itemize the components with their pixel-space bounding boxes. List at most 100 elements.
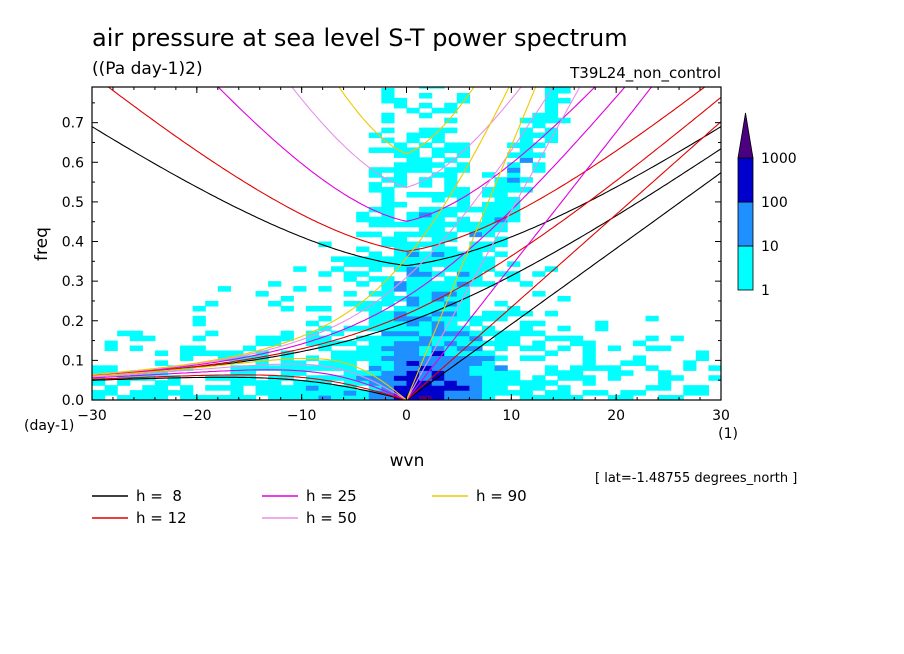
heatmap-cell xyxy=(242,380,257,386)
heatmap-cell xyxy=(343,271,357,277)
heatmap-cell xyxy=(494,365,508,371)
dispersion-curve-h90 xyxy=(405,87,537,400)
y-tick-label: 0.0 xyxy=(62,393,84,409)
chart-subtitle: ((Pa day-1)2) xyxy=(92,59,203,79)
heatmap-cell xyxy=(469,350,483,357)
heatmap-cell xyxy=(381,261,395,267)
heatmap-cell xyxy=(620,360,634,366)
colorbar-segment xyxy=(737,157,754,203)
heatmap-cell xyxy=(456,147,470,153)
heatmap-cell xyxy=(481,315,496,322)
heatmap-cell xyxy=(356,325,370,332)
heatmap-cell xyxy=(444,231,458,238)
heatmap-cell xyxy=(481,395,496,400)
heatmap-cell xyxy=(481,206,496,213)
heatmap-cell xyxy=(444,221,458,228)
heatmap-cell xyxy=(431,236,445,243)
heatmap-cell xyxy=(192,305,206,312)
heatmap-cell xyxy=(494,187,508,193)
heatmap-cell xyxy=(532,162,546,168)
heatmap-cell xyxy=(494,206,508,213)
heatmap-cell xyxy=(481,281,496,287)
heatmap-cell xyxy=(104,385,118,391)
heatmap-cell xyxy=(419,385,433,391)
heatmap-cell xyxy=(469,241,483,248)
heatmap-cell xyxy=(695,350,710,357)
heatmap-cell xyxy=(393,325,408,332)
heatmap-cell xyxy=(557,370,571,376)
heatmap-cell xyxy=(230,385,244,391)
heatmap-cell xyxy=(368,276,382,282)
heatmap-cell xyxy=(444,380,458,386)
heatmap-cell xyxy=(356,305,370,312)
heatmap-cell xyxy=(393,335,408,342)
heatmap-cell xyxy=(129,335,143,342)
heatmap-cell xyxy=(469,380,483,386)
heatmap-cell xyxy=(406,395,420,400)
heatmap-cell xyxy=(494,300,508,307)
heatmap-cell xyxy=(570,370,584,376)
heatmap-cell xyxy=(632,360,647,366)
heatmap-cell xyxy=(268,300,282,307)
heatmap-cell xyxy=(154,380,169,386)
heatmap-cell xyxy=(431,191,445,198)
heatmap-cell xyxy=(532,380,546,386)
heatmap-cell xyxy=(670,395,684,400)
heatmap-cell xyxy=(180,345,194,352)
heatmap-cell xyxy=(393,236,408,243)
heatmap-cell xyxy=(557,375,571,381)
heatmap-cell xyxy=(494,335,508,342)
heatmap-cell xyxy=(658,370,672,376)
heatmap-cell xyxy=(255,350,269,357)
heatmap-cell xyxy=(419,157,433,163)
heatmap-cell xyxy=(431,147,445,153)
legend-label: h = 8 xyxy=(136,487,182,505)
heatmap-cell xyxy=(129,390,143,396)
heatmap-cell xyxy=(368,395,382,400)
heatmap-cell xyxy=(494,310,508,317)
x-tick-label: 10 xyxy=(502,408,520,424)
heatmap-cell xyxy=(419,395,433,400)
heatmap-cell xyxy=(419,216,433,223)
heatmap-cell xyxy=(406,345,420,352)
colorbar: 1 10 100 1000 xyxy=(737,112,797,299)
heatmap-cell xyxy=(419,335,433,342)
heatmap-cell xyxy=(255,335,269,342)
heatmap-cell xyxy=(507,152,521,158)
heatmap-cell xyxy=(444,300,458,307)
heatmap-cell xyxy=(431,132,445,139)
heatmap-cell xyxy=(494,211,508,218)
heatmap-cell xyxy=(305,330,320,337)
heatmap-cell xyxy=(481,246,496,253)
heatmap-cell xyxy=(230,395,244,400)
heatmap-cell xyxy=(519,127,533,134)
heatmap-cell xyxy=(481,310,496,317)
heatmap-cell xyxy=(532,167,546,173)
heatmap-cell xyxy=(230,375,244,381)
colorbar-label: 100 xyxy=(761,195,788,211)
heatmap-cell xyxy=(519,177,533,183)
heatmap-cell xyxy=(544,132,559,139)
heatmap-cell xyxy=(406,271,420,277)
heatmap-cell xyxy=(519,345,533,352)
heatmap-cell xyxy=(519,380,533,386)
heatmap-cell xyxy=(595,320,609,327)
heatmap-cell xyxy=(368,231,382,238)
heatmap-cell xyxy=(582,365,596,371)
heatmap-cell xyxy=(393,355,408,361)
heatmap-cell xyxy=(343,375,357,381)
heatmap-cell xyxy=(343,350,357,357)
heatmap-cell xyxy=(255,340,269,347)
heatmap-cell xyxy=(255,380,269,386)
heatmap-cell xyxy=(582,340,596,347)
colorbar-segment xyxy=(737,201,754,247)
heatmap-cell xyxy=(419,241,433,248)
heatmap-cell xyxy=(393,142,408,149)
heatmap-cell xyxy=(481,370,496,376)
heatmap-cell xyxy=(280,335,294,342)
heatmap-cell xyxy=(469,360,483,366)
heatmap-cell xyxy=(456,221,470,228)
heatmap-cell xyxy=(519,157,533,163)
heatmap-cell xyxy=(670,335,684,342)
heatmap-cell xyxy=(393,295,408,302)
